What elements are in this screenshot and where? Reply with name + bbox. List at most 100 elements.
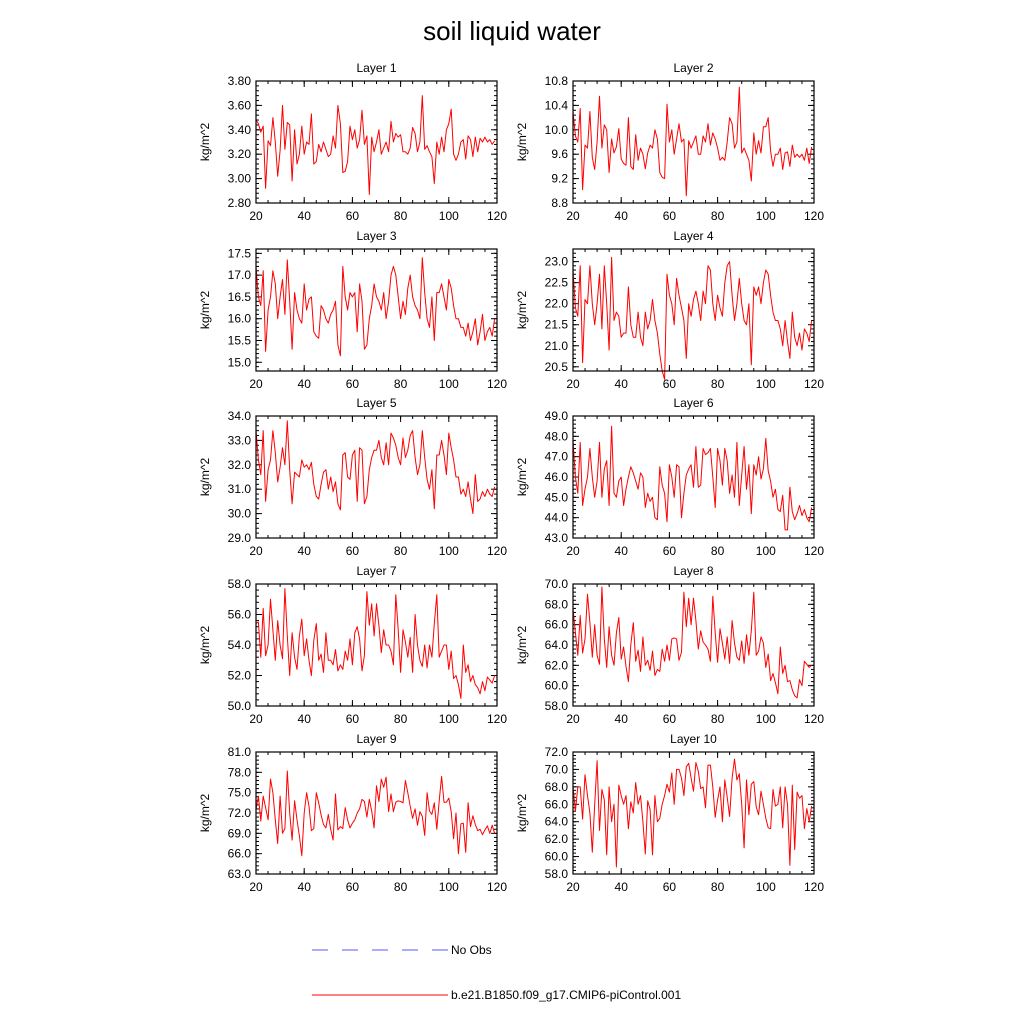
plot-frame-layer-10	[572, 751, 815, 875]
x-tick-label: 120	[804, 712, 824, 726]
x-tick-label: 60	[663, 712, 677, 726]
y-tick-label: 2.80	[228, 196, 252, 210]
x-tick-label: 100	[756, 209, 776, 223]
x-tick-label: 120	[487, 880, 507, 894]
y-tick-label: 62.0	[545, 658, 569, 672]
x-tick-label: 80	[711, 880, 725, 894]
x-tick-label: 100	[756, 712, 776, 726]
y-tick-label: 70.0	[545, 762, 569, 776]
y-tick-label: 62.0	[545, 832, 569, 846]
y-axis-label-layer-9: kg/m^2	[198, 794, 212, 833]
y-tick-label: 3.40	[228, 123, 252, 137]
y-tick-label: 46.0	[545, 470, 569, 484]
series-line-layer-8	[572, 586, 812, 699]
x-tick-label: 100	[439, 544, 459, 558]
x-tick-label: 40	[298, 712, 312, 726]
y-tick-label: 22.0	[545, 297, 569, 311]
panel-layer-9: Layer 9 kg/m^2 20 40 60 80 100 120 63.0 66.0 69.0 7…	[198, 732, 507, 894]
x-tick-label: 80	[394, 209, 408, 223]
series-line-layer-6	[572, 425, 813, 531]
y-tick-label: 9.2	[551, 172, 568, 186]
x-tick-label: 20	[249, 880, 263, 894]
y-axis-label-layer-6: kg/m^2	[515, 458, 529, 497]
x-tick-label: 40	[298, 377, 312, 391]
x-tick-label: 80	[394, 377, 408, 391]
panel-layer-3: Layer 3 kg/m^2 20 40 60 80 100 120 15.0 15.5 16.0 1…	[198, 229, 507, 391]
y-tick-label: 58.0	[228, 577, 252, 591]
y-tick-label: 17.5	[228, 246, 252, 260]
x-tick-label: 20	[566, 209, 580, 223]
x-tick-label: 60	[663, 880, 677, 894]
y-tick-label: 68.0	[545, 780, 569, 794]
y-tick-label: 72.0	[545, 745, 569, 759]
panel-title-layer-10: Layer 10	[670, 732, 717, 746]
y-axis-label-layer-4: kg/m^2	[515, 291, 529, 330]
y-tick-label: 8.8	[551, 196, 568, 210]
y-tick-label: 3.20	[228, 147, 252, 161]
x-tick-label: 20	[249, 377, 263, 391]
plot-frame-layer-1	[255, 80, 498, 204]
y-tick-label: 3.00	[228, 172, 252, 186]
y-tick-label: 30.0	[228, 507, 252, 521]
x-tick-label: 80	[394, 712, 408, 726]
x-tick-label: 60	[663, 544, 677, 558]
y-axis-label-layer-2: kg/m^2	[515, 123, 529, 162]
x-tick-label: 20	[566, 880, 580, 894]
y-tick-label: 3.60	[228, 98, 252, 112]
y-tick-label: 68.0	[545, 597, 569, 611]
x-tick-label: 20	[249, 544, 263, 558]
legend: No Obs b.e21.B1850.f09_g17.CMIP6-piContr…	[312, 943, 681, 1002]
x-tick-label: 40	[615, 209, 629, 223]
x-tick-label: 100	[756, 880, 776, 894]
y-tick-label: 75.0	[228, 786, 252, 800]
panel-layer-2: Layer 2 kg/m^2 20 40 60 80 100 120 8.8 9.2 9.6 10.0…	[515, 61, 824, 223]
panel-layer-5: Layer 5 kg/m^2 20 40 60 80 100 120 29.0 30.0 31.0 3…	[198, 396, 507, 558]
y-tick-label: 15.0	[228, 355, 252, 369]
x-tick-label: 60	[346, 377, 360, 391]
y-axis-label-layer-8: kg/m^2	[515, 626, 529, 665]
y-tick-label: 54.0	[228, 638, 252, 652]
panel-layer-10: Layer 10 kg/m^2 20 40 60 80 100 120 58.0 60.0 62.0…	[515, 732, 824, 894]
x-tick-label: 20	[566, 712, 580, 726]
x-tick-label: 40	[615, 712, 629, 726]
x-tick-label: 60	[663, 209, 677, 223]
y-tick-label: 66.0	[228, 847, 252, 861]
y-tick-label: 33.0	[228, 433, 252, 447]
y-axis-label-layer-3: kg/m^2	[198, 291, 212, 330]
y-tick-label: 23.0	[545, 255, 569, 269]
panel-layer-6: Layer 6 kg/m^2 20 40 60 80 100 120 43.0 44.0 45.0 4…	[515, 396, 824, 558]
y-axis-label-layer-7: kg/m^2	[198, 626, 212, 665]
y-tick-label: 60.0	[545, 850, 569, 864]
y-axis-label-layer-5: kg/m^2	[198, 458, 212, 497]
panel-layer-7: Layer 7 kg/m^2 20 40 60 80 100 120 50.0 52.0 54.0 5…	[198, 564, 507, 726]
y-tick-label: 43.0	[545, 531, 569, 545]
x-tick-label: 120	[487, 544, 507, 558]
y-tick-label: 70.0	[545, 577, 569, 591]
x-tick-label: 60	[346, 209, 360, 223]
y-tick-label: 63.0	[228, 867, 252, 881]
x-tick-label: 120	[487, 712, 507, 726]
y-tick-label: 29.0	[228, 531, 252, 545]
x-tick-label: 120	[487, 377, 507, 391]
x-tick-label: 20	[249, 209, 263, 223]
panel-title-layer-7: Layer 7	[356, 564, 396, 578]
y-tick-label: 15.5	[228, 334, 252, 348]
y-tick-label: 66.0	[545, 797, 569, 811]
x-tick-label: 40	[615, 880, 629, 894]
series-line-layer-5	[255, 420, 496, 515]
y-tick-label: 22.5	[545, 276, 569, 290]
x-tick-label: 120	[804, 209, 824, 223]
x-tick-label: 100	[439, 712, 459, 726]
x-tick-label: 60	[663, 377, 677, 391]
x-tick-label: 40	[615, 544, 629, 558]
x-tick-label: 80	[711, 377, 725, 391]
y-tick-label: 72.0	[228, 806, 252, 820]
panel-title-layer-8: Layer 8	[673, 564, 713, 578]
x-tick-label: 20	[566, 544, 580, 558]
y-tick-label: 78.0	[228, 765, 252, 779]
series-line-layer-9	[255, 770, 496, 857]
x-tick-label: 60	[346, 544, 360, 558]
x-tick-label: 120	[804, 544, 824, 558]
plot-frame-layer-4	[572, 248, 815, 372]
